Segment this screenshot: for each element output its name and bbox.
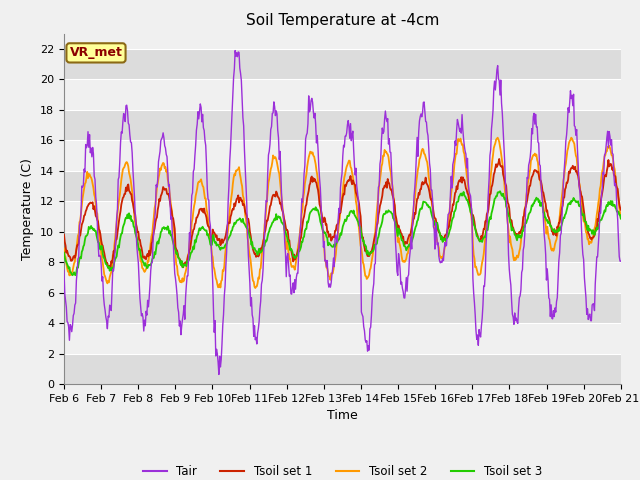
Bar bbox=[64, 232, 621, 262]
Bar bbox=[64, 140, 621, 171]
Bar bbox=[64, 171, 621, 201]
Bar bbox=[64, 262, 621, 293]
Bar bbox=[64, 110, 621, 140]
Bar bbox=[64, 323, 621, 354]
Text: VR_met: VR_met bbox=[70, 47, 122, 60]
Bar bbox=[64, 49, 621, 79]
Bar bbox=[64, 354, 621, 384]
X-axis label: Time: Time bbox=[327, 409, 358, 422]
Y-axis label: Temperature (C): Temperature (C) bbox=[22, 158, 35, 260]
Bar bbox=[64, 201, 621, 232]
Legend: Tair, Tsoil set 1, Tsoil set 2, Tsoil set 3: Tair, Tsoil set 1, Tsoil set 2, Tsoil se… bbox=[138, 461, 547, 480]
Bar bbox=[64, 293, 621, 323]
Bar bbox=[64, 79, 621, 110]
Title: Soil Temperature at -4cm: Soil Temperature at -4cm bbox=[246, 13, 439, 28]
